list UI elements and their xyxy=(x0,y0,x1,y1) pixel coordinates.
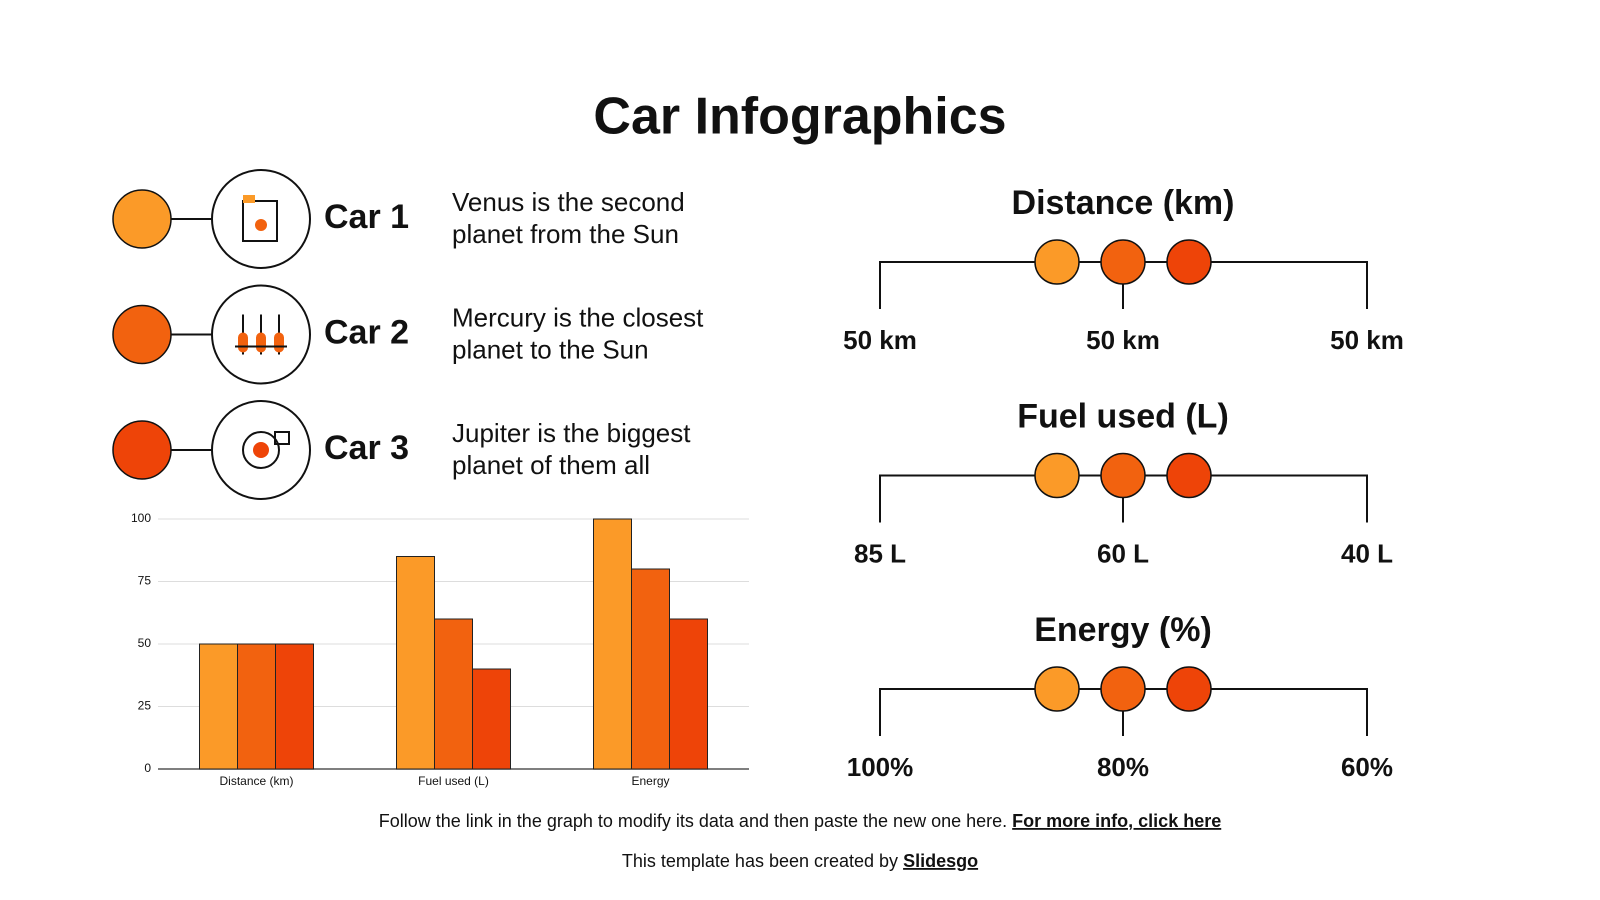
metric-dot xyxy=(1166,239,1212,285)
car-description: Venus is the second xyxy=(452,187,685,217)
car-description: planet from the Sun xyxy=(452,219,679,249)
car-description: Mercury is the closest xyxy=(452,302,704,332)
y-tick-label: 50 xyxy=(138,636,152,650)
metric-label: 80% xyxy=(1097,752,1149,782)
bar xyxy=(275,643,314,770)
bar xyxy=(631,568,670,770)
car-description: planet to the Sun xyxy=(452,334,649,364)
y-tick-label: 100 xyxy=(131,511,151,525)
car-label: Car 2 xyxy=(324,313,409,351)
car-dot xyxy=(112,304,172,365)
icon-part xyxy=(256,332,266,353)
icon-part xyxy=(243,195,255,203)
car-description: planet of them all xyxy=(452,450,650,480)
metric-title: Fuel used (L) xyxy=(1017,397,1229,435)
metric-label: 50 km xyxy=(1086,325,1160,355)
x-tick-label: Energy xyxy=(631,774,669,788)
metric-title: Energy (%) xyxy=(1034,611,1212,649)
y-tick-label: 25 xyxy=(138,699,152,713)
metric-title: Distance (km) xyxy=(1012,184,1235,222)
note: Follow the link in the graph to modify i… xyxy=(379,811,1007,831)
metric-label: 60 L xyxy=(1097,538,1149,568)
footer-credit: This template has been created by Slides… xyxy=(622,851,978,871)
x-tick-label: Fuel used (L) xyxy=(418,774,489,788)
metric-dot xyxy=(1034,239,1080,285)
bar xyxy=(199,643,238,770)
x-tick-label: Distance (km) xyxy=(219,774,293,788)
bar xyxy=(434,618,473,770)
metric-dot xyxy=(1166,452,1212,499)
car-dot xyxy=(112,420,172,480)
metric-label: 60% xyxy=(1341,752,1393,782)
icon-part xyxy=(255,219,267,231)
bar xyxy=(237,643,276,770)
car-dot xyxy=(112,189,172,249)
icon-part xyxy=(274,332,284,353)
y-tick-label: 75 xyxy=(138,574,152,588)
y-tick-label: 0 xyxy=(144,761,151,775)
metric-label: 50 km xyxy=(1330,325,1404,355)
bar xyxy=(669,618,708,770)
icon-part xyxy=(274,431,290,445)
metric-dot xyxy=(1034,452,1080,499)
icon-part xyxy=(253,442,269,458)
metric-label: 50 km xyxy=(843,325,917,355)
info-link[interactable]: For more info, click here xyxy=(1012,811,1221,831)
icon-part xyxy=(242,200,278,242)
metric-dot xyxy=(1100,452,1146,499)
car-label: Car 3 xyxy=(324,429,409,467)
icon-part xyxy=(238,332,248,353)
bar xyxy=(472,668,511,770)
credit: This template has been created by xyxy=(622,851,898,871)
icon-part xyxy=(242,431,280,469)
car-description: Jupiter is the biggest xyxy=(452,418,691,448)
metric-label: 85 L xyxy=(854,538,906,568)
metric-dot xyxy=(1034,666,1080,712)
car-label: Car 1 xyxy=(324,198,409,236)
footer-note: Follow the link in the graph to modify i… xyxy=(379,811,1221,831)
metric-dot xyxy=(1166,666,1212,712)
credit-link[interactable]: Slidesgo xyxy=(903,851,978,871)
bar xyxy=(593,518,632,770)
slide-title: Car Infographics xyxy=(593,88,1006,146)
metric-dot xyxy=(1100,666,1146,712)
metric-label: 100% xyxy=(847,752,914,782)
metric-label: 40 L xyxy=(1341,538,1393,568)
metric-dot xyxy=(1100,239,1146,285)
bar xyxy=(396,556,435,770)
